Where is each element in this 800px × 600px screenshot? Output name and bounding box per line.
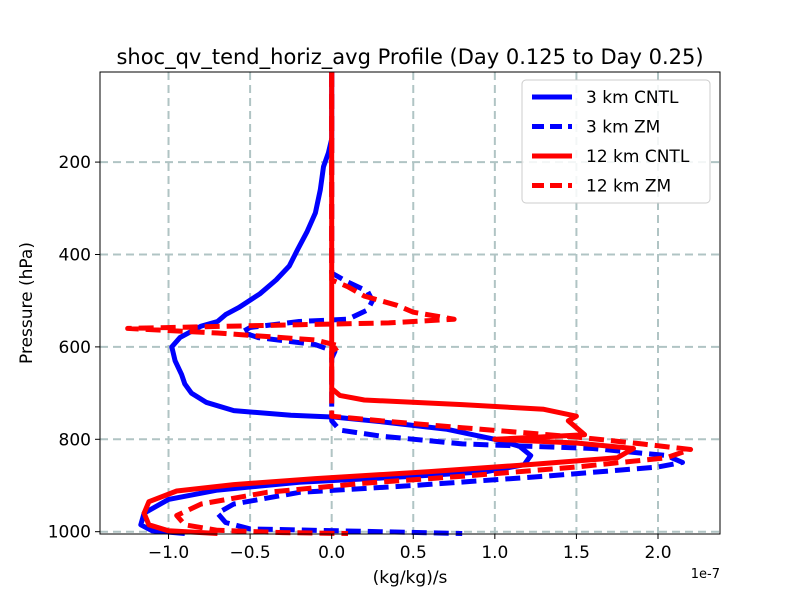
y-tick-label: 1000 bbox=[48, 523, 91, 543]
y-tick-label: 600 bbox=[59, 338, 91, 358]
series-lines bbox=[125, 72, 694, 536]
y-axis: 200 400 600 800 1000 bbox=[48, 153, 100, 543]
chart-title: shoc_qv_tend_horiz_avg Profile (Day 0.12… bbox=[116, 45, 703, 70]
x-tick-label: 0.5 bbox=[400, 543, 427, 563]
legend-box bbox=[521, 79, 711, 204]
x-tick-label: 1.0 bbox=[481, 543, 508, 563]
plot-frame bbox=[99, 71, 721, 535]
x-tick-label: −0.5 bbox=[229, 543, 270, 563]
legend-label: 3 km CNTL bbox=[586, 88, 679, 108]
series-line-12-km-cntl bbox=[141, 72, 636, 536]
x-tick-label: 2.0 bbox=[644, 543, 671, 563]
legend-label: 3 km ZM bbox=[586, 118, 660, 138]
legend-label: 12 km CNTL bbox=[586, 147, 690, 167]
x-tick-label: 1.5 bbox=[563, 543, 590, 563]
y-tick-label: 800 bbox=[59, 430, 91, 450]
legend: 3 km CNTL 3 km ZM 12 km CNTL 12 km ZM bbox=[521, 79, 711, 204]
x-tick-label: 0.0 bbox=[318, 543, 345, 563]
legend-label: 12 km ZM bbox=[586, 177, 671, 197]
series-line-12-km-zm bbox=[125, 72, 694, 536]
y-axis-label: Pressure (hPa) bbox=[17, 242, 37, 364]
y-tick-label: 200 bbox=[59, 153, 91, 173]
x-axis: −1.0 −0.5 0.0 0.5 1.0 1.5 2.0 bbox=[148, 534, 672, 563]
x-tick-label: −1.0 bbox=[148, 543, 189, 563]
y-tick-label: 400 bbox=[59, 245, 91, 265]
x-axis-label: (kg/kg)/s bbox=[373, 568, 448, 588]
series-line-3-km-zm bbox=[215, 72, 685, 536]
x-axis-offset-label: 1e-7 bbox=[691, 567, 720, 582]
series-line-3-km-cntl bbox=[138, 72, 534, 536]
